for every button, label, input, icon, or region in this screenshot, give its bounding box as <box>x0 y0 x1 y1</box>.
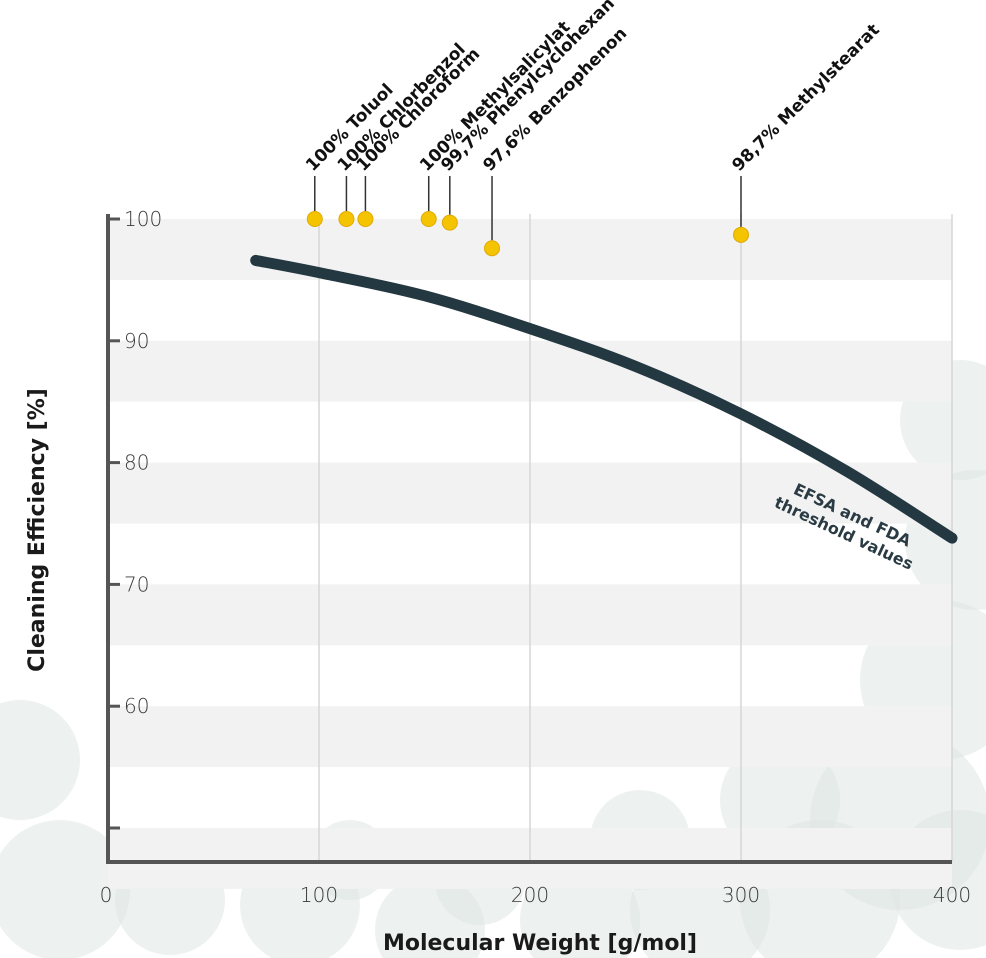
data-point <box>420 211 437 227</box>
background-pellet <box>0 700 80 820</box>
data-point-label: 99,7% Phenylcyclohexan <box>437 0 619 176</box>
data-point-label: 98,7% Methylstearat <box>728 20 883 175</box>
y-tick-label: 60 <box>124 694 149 718</box>
data-point <box>441 214 458 231</box>
grid-lines <box>318 214 953 862</box>
axes <box>106 214 952 864</box>
data-point <box>733 226 749 243</box>
x-tick-label: 200 <box>511 883 549 907</box>
threshold-curve <box>250 254 958 544</box>
x-tick-label: 100 <box>300 883 338 907</box>
data-point <box>306 211 323 227</box>
y-axis-title: Cleaning Efficiency [%] <box>25 388 50 672</box>
data-point <box>357 211 374 227</box>
threshold-curve-group: EFSA and FDAthreshold values <box>250 254 958 574</box>
x-tick-label: 400 <box>933 883 971 907</box>
data-point <box>338 211 355 227</box>
y-tick-label: 70 <box>124 572 149 596</box>
x-tick-label: 0 <box>100 883 113 907</box>
x-tick-label: 300 <box>722 883 760 907</box>
y-tick-label: 90 <box>124 329 149 353</box>
tick-labels: 100 90 80 70 60 0 100 200 300 400 <box>100 207 971 907</box>
x-axis-title: Molecular Weight [g/mol] <box>383 931 697 956</box>
y-tick-label: 80 <box>124 451 149 475</box>
data-point <box>484 240 501 257</box>
y-tick-label: 100 <box>124 207 162 231</box>
background-pellet <box>0 820 130 958</box>
